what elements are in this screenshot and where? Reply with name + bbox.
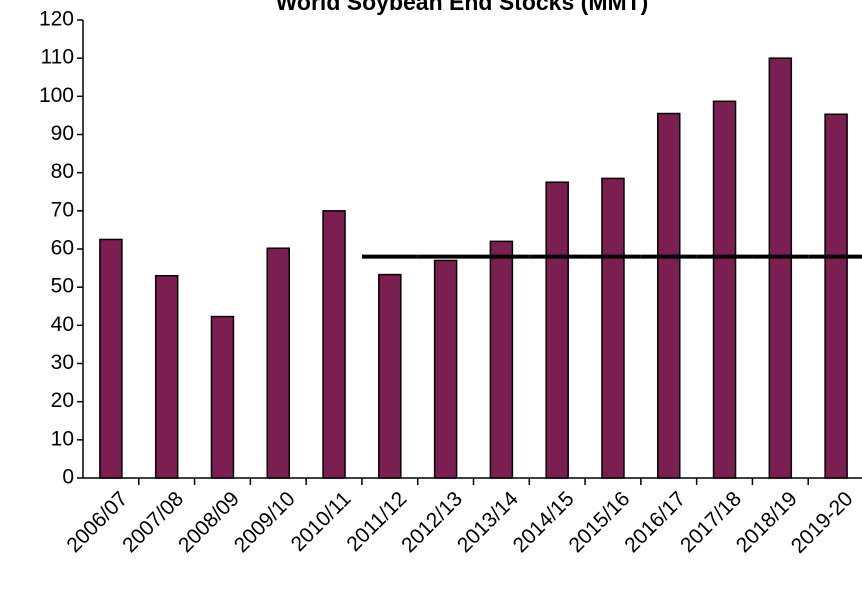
x-tick-label: 2017/18 bbox=[676, 487, 746, 557]
y-tick-label: 90 bbox=[51, 122, 74, 145]
x-tick-label: 2006/07 bbox=[62, 487, 132, 557]
bar bbox=[824, 113, 848, 479]
bar bbox=[433, 259, 458, 479]
bar bbox=[99, 238, 123, 479]
x-tick-label: 2010/11 bbox=[287, 487, 356, 556]
y-tick-label: 0 bbox=[62, 466, 74, 489]
bar bbox=[657, 112, 681, 479]
x-tick-label: 2012/13 bbox=[397, 487, 467, 557]
y-tick-label: 70 bbox=[51, 198, 74, 221]
y-tick-label: 10 bbox=[51, 427, 74, 450]
x-tick-label: 2007/08 bbox=[118, 487, 188, 557]
y-tick-label: 20 bbox=[51, 389, 74, 412]
bar bbox=[210, 315, 235, 479]
y-tick-label: 120 bbox=[39, 8, 74, 31]
bar bbox=[545, 181, 569, 479]
y-tick-label: 110 bbox=[41, 46, 74, 69]
x-tick-label: 2013/14 bbox=[453, 487, 523, 557]
x-tick-label: 2009/10 bbox=[230, 487, 300, 557]
bar bbox=[322, 210, 346, 479]
bar bbox=[712, 100, 737, 479]
chart-title: World Soybean End Stocks (MMT) bbox=[276, 0, 649, 15]
x-tick-label: 2015/16 bbox=[564, 487, 634, 557]
bar bbox=[266, 247, 290, 479]
y-tick-label: 30 bbox=[51, 351, 74, 374]
y-tick-label: 40 bbox=[51, 313, 74, 336]
y-tick-label: 80 bbox=[51, 160, 74, 183]
bar bbox=[601, 177, 625, 479]
x-tick-label: 2014/15 bbox=[509, 487, 579, 557]
y-tick-label: 50 bbox=[51, 275, 74, 298]
bar bbox=[768, 57, 793, 479]
y-tick-label: 60 bbox=[51, 237, 74, 260]
y-tick-label: 100 bbox=[39, 84, 74, 107]
bar bbox=[489, 240, 514, 479]
bar bbox=[378, 273, 402, 479]
x-tick-label: 2008/09 bbox=[174, 487, 244, 557]
x-tick-label: 2019-20 bbox=[787, 487, 858, 558]
bar bbox=[154, 274, 179, 479]
x-tick-label: 2016/17 bbox=[620, 487, 690, 557]
